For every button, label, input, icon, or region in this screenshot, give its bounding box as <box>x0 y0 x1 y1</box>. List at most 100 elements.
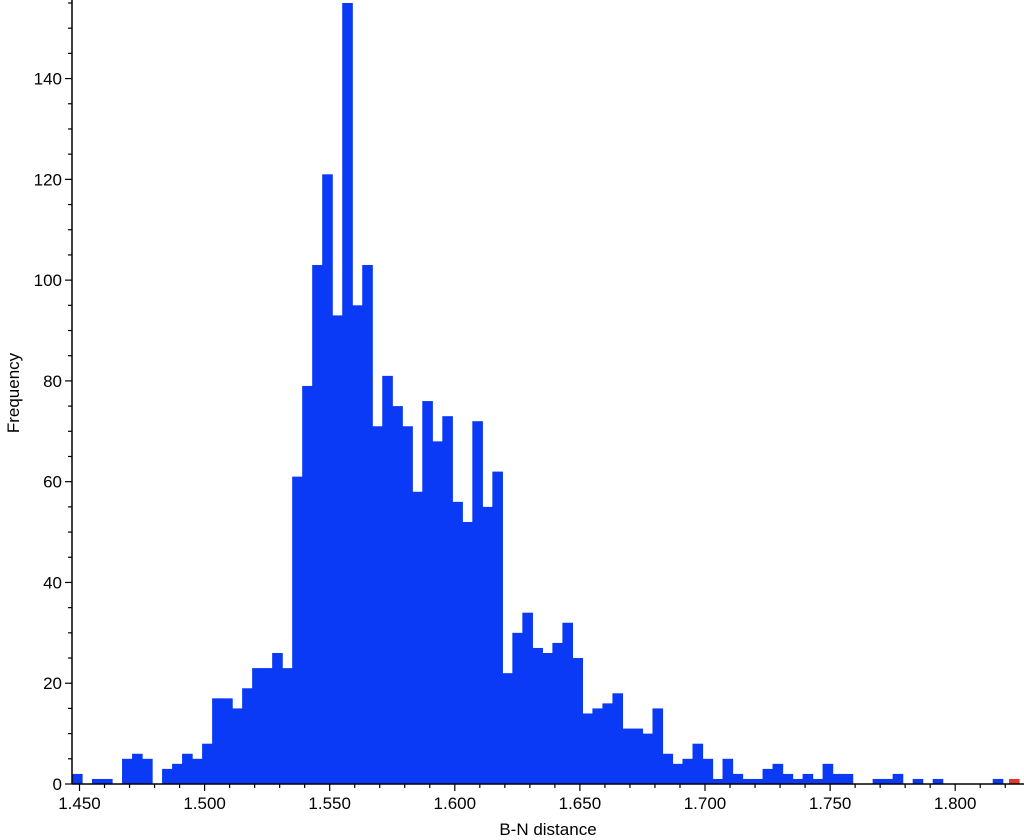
histogram-bar <box>602 703 614 784</box>
histogram-bar <box>402 426 413 784</box>
y-tick-label: 100 <box>34 271 62 290</box>
histogram-bar <box>372 426 383 784</box>
histogram-bar <box>712 778 724 784</box>
histogram-bar <box>662 753 674 784</box>
x-tick-label: 1.550 <box>308 794 351 813</box>
histogram-bar <box>192 758 203 784</box>
histogram-bar <box>442 416 453 784</box>
histogram-bar <box>102 778 113 784</box>
x-tick-label: 1.600 <box>434 794 477 813</box>
histogram-bar <box>522 612 533 784</box>
x-tick-label: 1.450 <box>58 794 101 813</box>
histogram-bar <box>722 758 734 784</box>
y-tick-label: 120 <box>34 170 62 189</box>
histogram-bar <box>802 773 814 784</box>
histogram-bar <box>1008 778 1020 784</box>
histogram-bar <box>422 401 433 784</box>
histogram-bar <box>292 476 303 784</box>
histogram-bar <box>822 763 834 784</box>
histogram-bar <box>492 471 503 784</box>
histogram-bar <box>222 698 233 784</box>
histogram-bar <box>242 688 253 784</box>
histogram-bar <box>162 768 173 784</box>
histogram-bar <box>542 652 553 784</box>
histogram-bar <box>582 713 594 784</box>
histogram-bar <box>532 647 543 784</box>
histogram-bar <box>622 728 634 784</box>
histogram-bar <box>452 501 463 784</box>
histogram-bar <box>992 778 1004 784</box>
histogram-bar <box>882 778 894 784</box>
histogram-bars <box>72 3 1020 784</box>
histogram-bar <box>592 708 604 784</box>
histogram-bar <box>742 778 754 784</box>
histogram-bar <box>92 778 103 784</box>
histogram-bar <box>842 773 854 784</box>
histogram-bar <box>432 441 443 784</box>
histogram-bar <box>132 753 143 784</box>
histogram-bar <box>632 728 644 784</box>
histogram-bar <box>212 698 223 784</box>
histogram-bar <box>572 658 584 784</box>
histogram-bar <box>272 652 283 784</box>
histogram-bar <box>832 773 844 784</box>
histogram-bar <box>462 521 473 784</box>
histogram-bar <box>562 622 573 784</box>
x-axis-ticks: 1.450 1.500 1.550 1.600 1.650 1.700 1.750 1.800 <box>58 784 1006 813</box>
histogram-bar <box>332 315 343 784</box>
histogram-bar <box>552 642 563 784</box>
histogram-bar <box>232 708 243 784</box>
y-axis-ticks: 0 20 40 60 80 100 120 140 <box>34 2 72 794</box>
y-axis-title: Frequency <box>4 352 23 433</box>
histogram-bar <box>182 753 193 784</box>
histogram-bar <box>782 773 794 784</box>
histogram-bar <box>762 768 774 784</box>
y-tick-label: 140 <box>34 70 62 89</box>
histogram-bar <box>172 763 183 784</box>
histogram-bar <box>752 778 764 784</box>
histogram-bar <box>392 406 403 784</box>
histogram-bar <box>472 421 483 784</box>
y-tick-label: 0 <box>53 775 62 794</box>
histogram-bar <box>772 763 784 784</box>
x-axis-title: B-N distance <box>499 820 596 839</box>
histogram-bar <box>302 385 313 784</box>
histogram-bar <box>72 773 83 784</box>
y-tick-label: 20 <box>43 674 62 693</box>
x-tick-label: 1.750 <box>809 794 852 813</box>
histogram-bar <box>932 778 944 784</box>
histogram-bar <box>122 758 133 784</box>
y-tick-label: 60 <box>43 473 62 492</box>
y-tick-label: 40 <box>43 573 62 592</box>
histogram-bar <box>682 758 694 784</box>
histogram-bar <box>352 305 363 784</box>
histogram-bar <box>812 778 824 784</box>
histogram-bar <box>612 693 624 784</box>
histogram-bar <box>512 632 523 784</box>
histogram-bar <box>792 778 804 784</box>
x-tick-label: 1.700 <box>684 794 727 813</box>
histogram-bar <box>732 773 744 784</box>
histogram-bar <box>322 174 333 784</box>
histogram-bar <box>692 743 704 784</box>
histogram-bar <box>412 491 423 784</box>
x-tick-label: 1.800 <box>934 794 977 813</box>
histogram-bar <box>672 763 684 784</box>
histogram-bar <box>892 773 904 784</box>
histogram-bar <box>652 708 664 784</box>
histogram-bar <box>362 265 373 784</box>
histogram-bar <box>872 778 884 784</box>
histogram-bar <box>702 758 714 784</box>
histogram-bar <box>252 668 263 784</box>
histogram-bar <box>502 673 513 784</box>
y-tick-label: 80 <box>43 372 62 391</box>
x-tick-label: 1.650 <box>559 794 602 813</box>
histogram-bar <box>382 375 393 784</box>
histogram-bar <box>342 3 353 784</box>
histogram-bar <box>912 778 924 784</box>
histogram-bar <box>642 733 654 784</box>
x-tick-label: 1.500 <box>183 794 226 813</box>
histogram-bar <box>262 668 273 784</box>
histogram-bar <box>202 743 213 784</box>
